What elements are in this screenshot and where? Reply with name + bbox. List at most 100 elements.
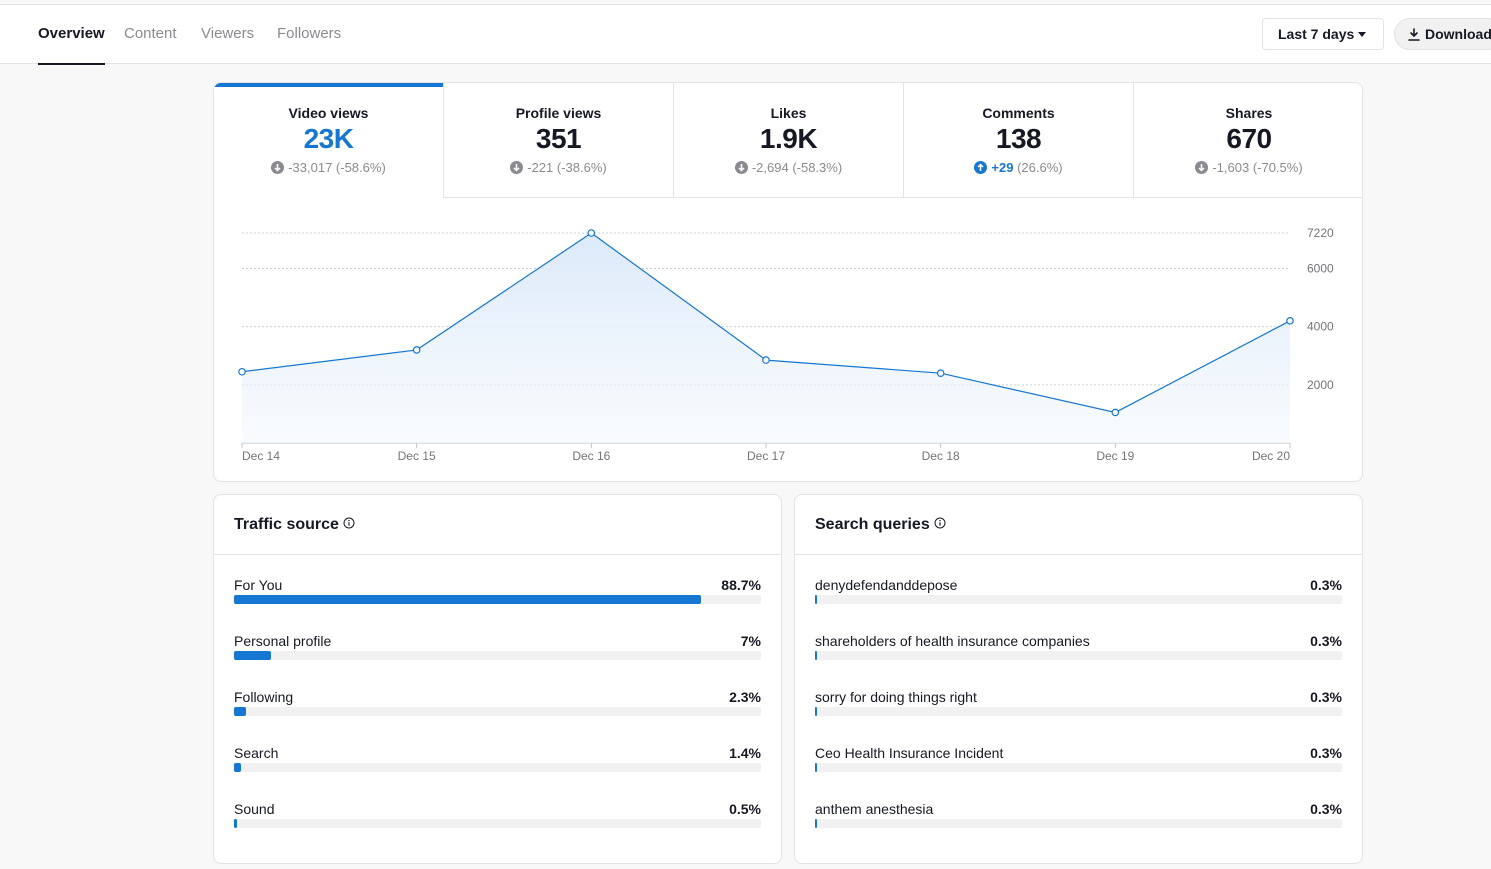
traffic-source-row: Sound 0.5% [234,801,761,841]
info-icon[interactable] [343,517,355,529]
metric-value: 670 [1226,123,1272,154]
metric-video-views[interactable]: Video views 23K -33,017 (-58.6%) [214,83,444,198]
arrow-down-circle-icon [734,161,748,174]
arrow-up-circle-icon [974,161,988,174]
progress-track [815,595,1342,604]
metric-label: Profile views [515,105,602,121]
download-icon [1408,28,1420,41]
progress-fill [234,595,702,604]
x-tick-label: Dec 19 [1096,449,1134,463]
metric-comments[interactable]: Comments 138 +29 (26.6%) [904,83,1134,198]
download-button[interactable]: Download [1394,18,1491,50]
tab-followers[interactable]: Followers [277,25,342,42]
download-label: Download [1425,26,1491,42]
metric-likes[interactable]: Likes 1.9K -2,694 (-58.3%) [674,83,904,198]
search-query-row: sorry for doing things right 0.3% [815,689,1342,729]
search-query-percent: 0.3% [1310,801,1342,817]
tab-overview[interactable]: Overview [38,5,105,65]
delta-number: -1,603 [1212,160,1250,175]
metric-value: 23K [303,123,354,154]
metric-delta: +29 (26.6%) [904,160,1133,175]
chart-data-point[interactable] [1286,317,1294,325]
chart-data-point[interactable] [1111,408,1120,417]
search-query-label: sorry for doing things right [815,689,977,705]
chart-data-point[interactable] [238,367,246,376]
progress-track [815,707,1342,716]
progress-fill [815,819,817,828]
traffic-source-percent: 1.4% [729,745,761,761]
panel-header: Traffic source [214,495,781,555]
y-tick-label: 4000 [1307,320,1334,334]
traffic-source-percent: 88.7% [721,577,761,593]
tab-content[interactable]: Content [124,25,177,42]
metric-label: Comments [982,105,1055,121]
traffic-source-row: For You 88.7% [234,577,761,617]
progress-track [234,595,761,604]
x-tick-label: Dec 14 [242,449,280,463]
progress-track [234,707,761,716]
metric-label: Likes [770,105,807,121]
traffic-source-label: Personal profile [234,633,332,649]
traffic-source-label: Following [234,689,294,705]
panel-header: Search queries [795,495,1362,555]
progress-fill [815,651,817,660]
metric-shares[interactable]: Shares 670 -1,603 (-70.5%) [1134,83,1362,198]
search-query-percent: 0.3% [1310,689,1342,705]
panel-title: Traffic source [234,516,355,534]
video-views-chart: 2000 4000 6000 7220 Dec 14 Dec 15 Dec 16 Dec 1… [238,226,1334,463]
metric-delta: -33,017 (-58.6%) [214,160,443,175]
progress-track [815,651,1342,660]
chart-area-fill [242,233,1290,443]
search-query-row: shareholders of health insurance compani… [815,633,1342,673]
top-nav: Overview Content Viewers Followers Last … [0,4,1491,65]
metric-label: Video views [288,105,369,121]
metric-profile-views[interactable]: Profile views 351 -221 (-38.6%) [444,83,674,198]
chart-data-point[interactable] [412,346,421,354]
metric-delta: -1,603 (-70.5%) [1134,160,1362,175]
info-icon[interactable] [934,517,946,529]
progress-track [234,763,761,772]
progress-fill [815,595,817,604]
delta-percent: (-70.5%) [1252,160,1303,175]
x-tick-label: Dec 20 [1252,449,1290,463]
progress-fill [815,763,817,772]
traffic-source-row: Personal profile 7% [234,633,761,673]
search-query-label: shareholders of health insurance compani… [815,633,1090,649]
delta-percent: (-38.6%) [556,160,607,175]
y-tick-label: 6000 [1307,261,1334,275]
delta-number: -2,694 [751,160,789,175]
tab-viewers[interactable]: Viewers [201,25,255,42]
date-range-dropdown[interactable]: Last 7 days [1262,18,1384,50]
chart-data-point[interactable] [587,229,596,237]
progress-track [234,651,761,660]
overview-card: Video views 23K -33,017 (-58.6%) Profile… [213,82,1363,482]
chart-data-point[interactable] [936,369,945,377]
search-query-row: denydefendanddepose 0.3% [815,577,1342,617]
date-range-label: Last 7 days [1278,26,1355,42]
traffic-source-label: Search [234,745,279,761]
x-tick-label: Dec 17 [747,449,785,463]
progress-fill [234,763,242,772]
traffic-source-percent: 2.3% [729,689,761,705]
x-tick-label: Dec 18 [922,449,960,463]
traffic-source-row: Search 1.4% [234,745,761,785]
y-tick-label: 2000 [1307,378,1334,392]
progress-track [815,763,1342,772]
metric-value: 351 [535,123,582,154]
arrow-down-circle-icon [271,161,285,174]
arrow-down-circle-icon [510,161,524,174]
progress-fill [234,651,271,660]
delta-percent: (-58.6%) [335,160,386,175]
search-query-percent: 0.3% [1310,633,1342,649]
chart-data-point[interactable] [762,356,770,364]
progress-track [234,819,761,828]
delta-percent: (-58.3%) [792,160,843,175]
search-query-row: Ceo Health Insurance Incident 0.3% [815,745,1342,785]
traffic-source-panel: Traffic source For You 88.7% Personal prof… [213,494,782,864]
progress-fill [815,707,817,716]
delta-percent: (26.6%) [1017,160,1063,175]
traffic-source-percent: 0.5% [729,801,761,817]
traffic-source-label: For You [234,577,283,593]
traffic-source-label: Sound [234,801,275,817]
delta-number: -221 [527,160,554,175]
